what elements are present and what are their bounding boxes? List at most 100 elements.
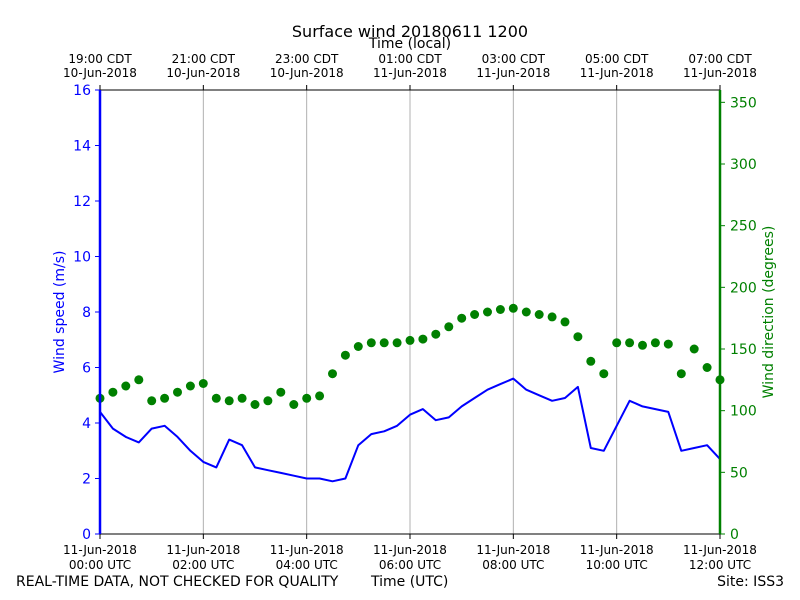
top-tick-time-6: 07:00 CDT	[688, 52, 752, 66]
wind-direction-point-5	[160, 393, 170, 403]
wind-direction-point-26	[431, 329, 441, 339]
bottom-tick-date-4: 11-Jun-2018	[476, 543, 550, 557]
wind-direction-point-12	[250, 400, 260, 409]
wind-direction-point-45	[676, 369, 686, 379]
wind-direction-point-7	[185, 381, 195, 391]
wind-direction-point-19	[340, 350, 350, 360]
top-tick-date-3: 11-Jun-2018	[373, 66, 447, 80]
top-tick-time-5: 05:00 CDT	[585, 52, 649, 66]
top-tick-date-6: 11-Jun-2018	[683, 66, 757, 80]
left-tick-label-12: 12	[73, 194, 91, 210]
wind-direction-point-4	[147, 396, 157, 406]
wind-direction-point-35	[547, 312, 557, 322]
wind-direction-point-44	[663, 339, 673, 349]
wind-direction-point-20	[353, 342, 363, 351]
wind-direction-series	[95, 303, 725, 409]
left-axis-label: Wind speed (m/s)	[52, 251, 68, 374]
right-tick-label-200: 200	[730, 280, 757, 296]
right-tick-label-0: 0	[730, 527, 739, 543]
bottom-tick-time-2: 04:00 UTC	[276, 558, 338, 572]
wind-direction-point-11	[237, 393, 247, 403]
bottom-tick-time-5: 10:00 UTC	[586, 558, 648, 572]
quality-disclaimer: REAL-TIME DATA, NOT CHECKED FOR QUALITY	[16, 574, 339, 590]
right-tick-label-350: 350	[730, 95, 757, 111]
wind-direction-point-43	[650, 338, 660, 348]
bottom-tick-time-1: 02:00 UTC	[172, 558, 234, 572]
top-tick-date-4: 11-Jun-2018	[476, 66, 550, 80]
top-tick-time-2: 23:00 CDT	[275, 52, 339, 66]
left-tick-label-10: 10	[73, 250, 91, 266]
right-tick-label-300: 300	[730, 157, 757, 173]
wind-direction-point-17	[315, 391, 325, 401]
wind-direction-point-36	[560, 317, 570, 327]
wind-direction-point-25	[418, 334, 428, 344]
wind-direction-point-40	[612, 338, 622, 348]
wind-direction-point-13	[263, 396, 273, 406]
right-axis-ticks: 0 50 100 150 200 250 300 350	[720, 95, 757, 543]
bottom-tick-date-0: 11-Jun-2018	[63, 543, 137, 557]
top-tick-time-3: 01:00 CDT	[378, 52, 442, 66]
wind-direction-point-21	[366, 338, 376, 348]
wind-speed-line	[99, 377, 721, 483]
top-tick-date-5: 11-Jun-2018	[580, 66, 654, 80]
right-tick-label-150: 150	[730, 342, 757, 358]
wind-direction-point-30	[483, 307, 492, 317]
wind-direction-point-46	[689, 344, 699, 354]
wind-direction-point-18	[328, 369, 337, 379]
bottom-tick-time-0: 00:00 UTC	[69, 558, 131, 572]
wind-direction-point-1	[108, 387, 118, 397]
wind-speed-series	[99, 377, 721, 483]
right-tick-label-250: 250	[730, 219, 757, 235]
wind-direction-point-16	[302, 393, 312, 403]
top-tick-date-1: 10-Jun-2018	[166, 66, 240, 80]
wind-direction-point-33	[521, 307, 531, 317]
right-tick-label-50: 50	[730, 465, 748, 481]
wind-direction-point-41	[625, 338, 635, 348]
left-tick-label-6: 6	[82, 361, 91, 377]
wind-direction-point-28	[457, 313, 467, 323]
top-tick-date-0: 10-Jun-2018	[63, 66, 137, 80]
left-tick-label-0: 0	[82, 527, 91, 543]
wind-direction-point-24	[405, 335, 415, 345]
bottom-tick-time-3: 06:00 UTC	[379, 558, 441, 572]
bottom-tick-date-2: 11-Jun-2018	[270, 543, 344, 557]
bottom-tick-date-6: 11-Jun-2018	[683, 543, 757, 557]
wind-direction-point-34	[534, 310, 544, 319]
left-tick-label-8: 8	[82, 305, 91, 321]
wind-direction-point-15	[289, 400, 299, 409]
top-tick-time-4: 03:00 CDT	[482, 52, 546, 66]
x-axis-label: Time (UTC)	[371, 574, 449, 590]
left-tick-label-14: 14	[73, 139, 91, 155]
left-axis-ticks: 0 2 4 6 8 10 12 14 16	[73, 83, 100, 543]
wind-direction-point-27	[444, 322, 454, 332]
left-tick-label-2: 2	[82, 472, 91, 488]
top-axis-label: Time (local)	[368, 36, 451, 52]
bottom-tick-date-5: 11-Jun-2018	[580, 543, 654, 557]
wind-direction-point-6	[173, 387, 182, 397]
grid-lines	[202, 90, 618, 534]
wind-direction-point-14	[276, 387, 286, 397]
wind-direction-point-31	[495, 305, 505, 314]
wind-direction-point-38	[586, 356, 596, 366]
chart-title: Surface wind 20180611 1200	[292, 22, 528, 41]
wind-direction-point-2	[121, 381, 131, 391]
bottom-tick-date-1: 11-Jun-2018	[166, 543, 240, 557]
wind-direction-point-3	[134, 375, 144, 385]
bottom-tick-date-3: 11-Jun-2018	[373, 543, 447, 557]
site-label: Site: ISS3	[717, 574, 784, 590]
top-tick-time-0: 19:00 CDT	[68, 52, 132, 66]
bottom-tick-time-4: 08:00 UTC	[482, 558, 544, 572]
right-tick-label-100: 100	[730, 404, 757, 420]
wind-direction-point-10	[224, 396, 234, 406]
wind-direction-point-22	[379, 338, 389, 348]
wind-direction-point-39	[599, 369, 609, 379]
top-tick-date-2: 10-Jun-2018	[270, 66, 344, 80]
left-tick-label-4: 4	[82, 416, 91, 432]
wind-direction-point-9	[211, 393, 221, 403]
top-tick-time-1: 21:00 CDT	[172, 52, 236, 66]
right-axis-label: Wind direction (degrees)	[761, 226, 777, 399]
wind-direction-point-32	[508, 303, 518, 313]
